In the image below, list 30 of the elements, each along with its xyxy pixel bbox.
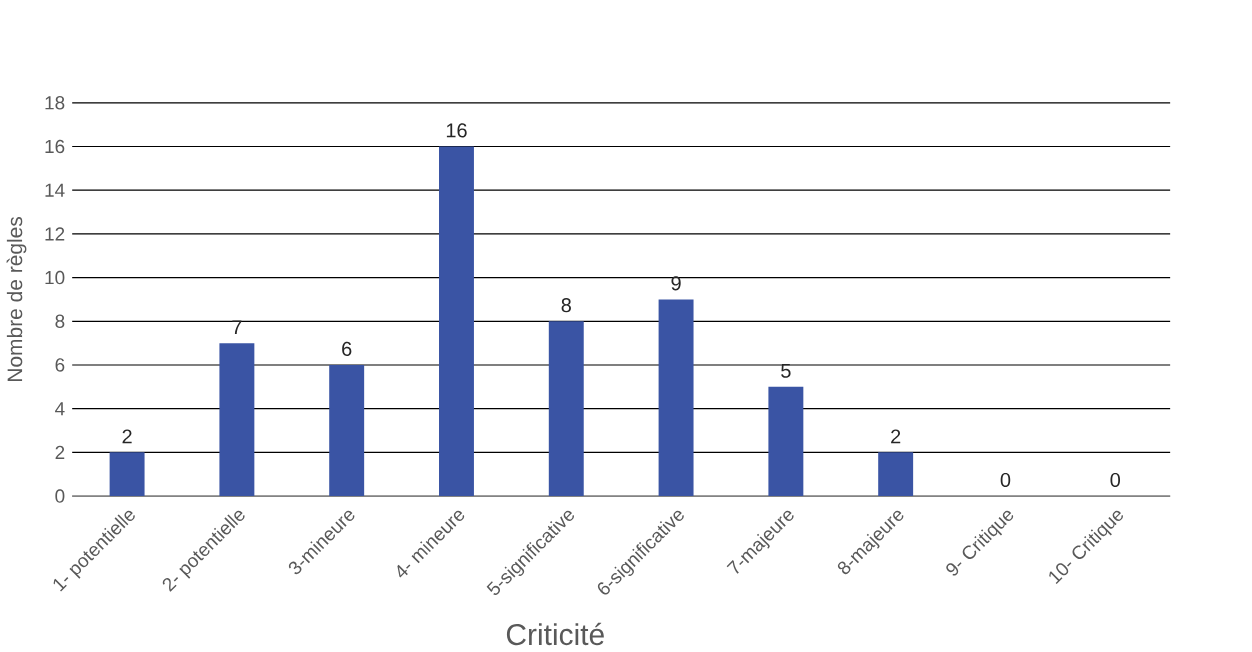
y-tick-label: 6 xyxy=(55,358,65,372)
y-tick-label: 10 xyxy=(45,270,65,285)
y-tick-label: 16 xyxy=(45,139,65,154)
bar xyxy=(878,452,914,497)
bar xyxy=(219,343,255,497)
data-label: 0 xyxy=(1000,472,1011,488)
y-tick-label: 14 xyxy=(45,183,65,197)
bar xyxy=(768,386,804,497)
y-tick-label: 2 xyxy=(55,445,65,460)
data-label: 7 xyxy=(232,320,242,335)
y-axis-title: Nombre de règles xyxy=(6,217,27,382)
bar xyxy=(548,321,584,497)
bar xyxy=(439,146,474,497)
data-label: 9 xyxy=(671,276,681,291)
y-tick-label: 18 xyxy=(45,96,65,110)
data-label: 6 xyxy=(342,341,352,357)
data-label: 5 xyxy=(781,363,791,378)
y-tick-label: 12 xyxy=(45,227,65,241)
y-tick-label: 4 xyxy=(55,402,65,416)
y-tick-label: 0 xyxy=(55,489,65,503)
bar xyxy=(109,452,145,497)
data-label: 0 xyxy=(1110,472,1121,488)
data-label: 8 xyxy=(561,298,571,313)
data-label: 2 xyxy=(122,429,132,444)
data-label: 2 xyxy=(891,429,901,444)
data-label: 16 xyxy=(446,123,467,138)
y-tick-label: 8 xyxy=(55,314,65,329)
bar xyxy=(658,299,694,497)
x-axis-title: Criticité xyxy=(506,622,604,646)
bar xyxy=(329,365,365,497)
